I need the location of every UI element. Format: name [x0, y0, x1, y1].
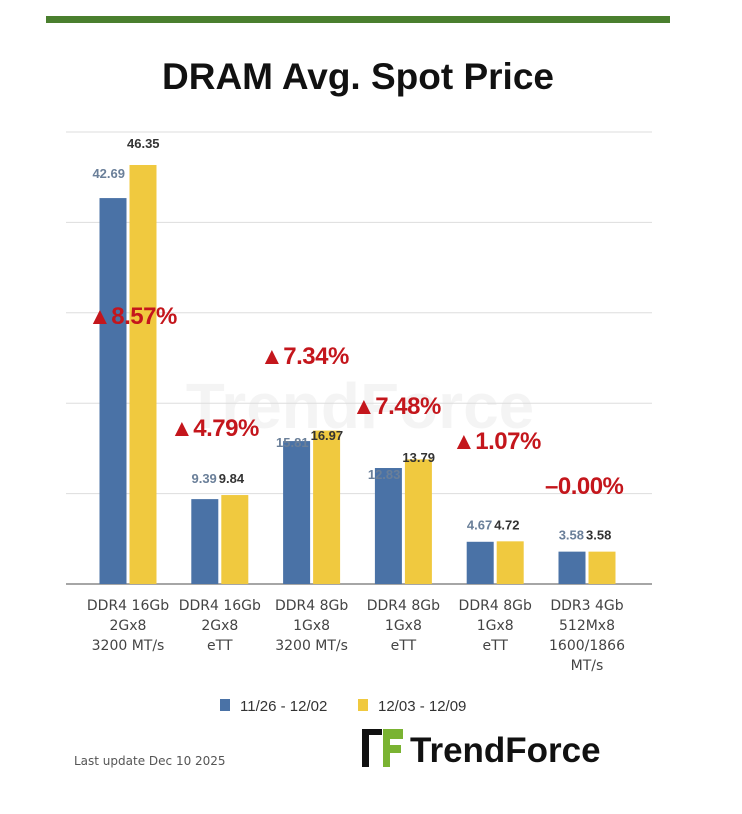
category-label: 1Gx8	[293, 618, 330, 634]
bar-curr-week	[313, 430, 341, 584]
bar-prev-week	[558, 551, 586, 584]
logo-text: TrendForce	[410, 731, 601, 770]
data-label-prev: 9.39	[191, 471, 216, 486]
change-percent-label: ▲8.57%	[88, 303, 177, 330]
category-label: DDR4 8Gb	[459, 598, 532, 614]
data-label-prev: 15.81	[276, 435, 309, 450]
bar-curr-week	[404, 459, 432, 584]
category-label: DDR4 8Gb	[367, 598, 440, 614]
legend-swatch	[220, 699, 230, 711]
category-label: 3200 MT/s	[92, 638, 165, 654]
chart-title: DRAM Avg. Spot Price	[162, 56, 554, 97]
trendforce-logo-icon	[362, 729, 403, 767]
category-label: DDR4 16Gb	[87, 598, 169, 614]
category-label: 1600/1866	[549, 638, 625, 654]
category-label: 3200 MT/s	[275, 638, 348, 654]
category-label: eTT	[391, 638, 417, 654]
data-label-prev: 3.58	[559, 528, 584, 543]
data-label-prev: 42.69	[92, 166, 125, 181]
change-percent-label: ▲7.34%	[260, 343, 349, 370]
bar-curr-week	[221, 495, 249, 584]
legend-swatch	[358, 699, 368, 711]
last-update: Last update Dec 10 2025	[74, 754, 226, 768]
data-label-curr: 46.35	[127, 136, 160, 151]
data-label-curr: 13.79	[402, 450, 435, 465]
legend-label: 11/26 - 12/02	[240, 698, 327, 715]
change-percent-label: ▲4.79%	[170, 415, 259, 442]
bar-prev-week	[466, 541, 494, 584]
bar-curr-week	[496, 541, 524, 584]
change-percent-label: ▲1.07%	[452, 428, 541, 455]
trendforce-logo: TrendForce	[362, 729, 601, 770]
bar-prev-week	[374, 468, 402, 584]
header-accent-bar	[46, 16, 670, 23]
category-label: 2Gx8	[201, 618, 238, 634]
bar-curr-week	[129, 164, 157, 584]
change-percent-label: –0.00%	[545, 473, 624, 500]
category-label: eTT	[207, 638, 233, 654]
category-label: 2Gx8	[110, 618, 147, 634]
data-label-prev: 12.83	[368, 467, 401, 482]
data-label-curr: 16.97	[311, 428, 344, 443]
data-label-curr: 4.72	[494, 517, 519, 532]
legend-label: 12/03 - 12/09	[378, 698, 466, 715]
bar-prev-week	[283, 441, 311, 584]
category-label: MT/s	[571, 658, 604, 674]
data-label-curr: 3.58	[586, 528, 611, 543]
bar-prev-week	[191, 499, 219, 584]
category-label: DDR4 16Gb	[179, 598, 261, 614]
category-label: eTT	[482, 638, 508, 654]
category-label: 1Gx8	[385, 618, 422, 634]
category-label: DDR3 4Gb	[550, 598, 623, 614]
category-label: 512Mx8	[559, 618, 615, 634]
category-label: 1Gx8	[477, 618, 514, 634]
watermark: TrendForce	[186, 370, 535, 442]
category-label: DDR4 8Gb	[275, 598, 348, 614]
bar-prev-week	[99, 198, 127, 584]
data-label-curr: 9.84	[219, 471, 245, 486]
data-label-prev: 4.67	[467, 517, 492, 532]
change-percent-label: ▲7.48%	[352, 393, 441, 420]
bar-curr-week	[588, 551, 616, 584]
